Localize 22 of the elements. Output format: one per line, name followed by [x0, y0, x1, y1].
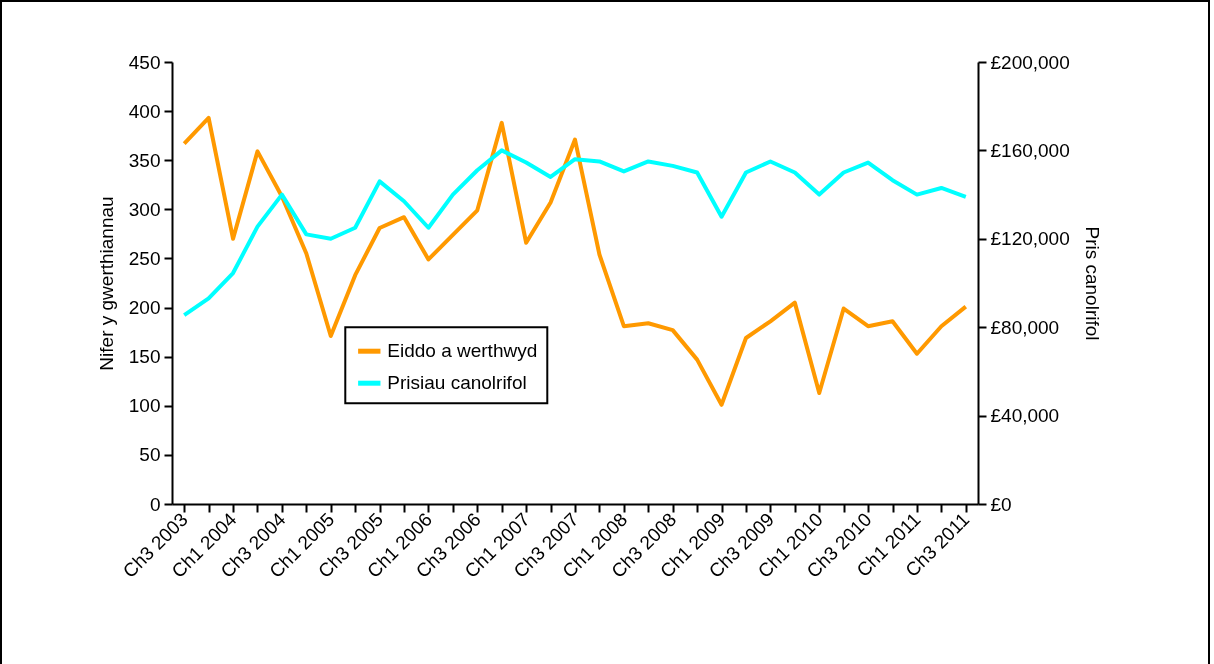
legend-label: Prisiau canolrifol [387, 372, 527, 394]
line-series [182, 115, 968, 407]
y-tick-label: 50 [139, 444, 161, 466]
y2-axis-title: Pris canolrifol [1081, 226, 1103, 341]
line-series [182, 148, 968, 318]
y-axis-title: Nifer y gwerthiannau [95, 196, 117, 371]
legend-label: Eiddo a werthwyd [387, 340, 538, 362]
y-tick-label: 250 [128, 247, 161, 269]
y-tick-label: 200 [128, 297, 161, 319]
y-tick-label: 100 [128, 395, 161, 417]
y-tick-label: 300 [128, 198, 161, 220]
y2-tick-label: £0 [990, 493, 1012, 515]
y2-tick-label: £200,000 [990, 51, 1070, 73]
y2-tick-label: £40,000 [990, 405, 1060, 427]
y-tick-label: 450 [128, 51, 161, 73]
y2-tick-label: £120,000 [990, 228, 1070, 250]
y-tick-label: 400 [128, 100, 161, 122]
y-tick-label: 0 [149, 493, 161, 515]
y-tick-label: 150 [128, 346, 161, 368]
y2-tick-label: £160,000 [990, 139, 1070, 161]
y-tick-label: 350 [128, 149, 161, 171]
y2-tick-label: £80,000 [990, 316, 1060, 338]
